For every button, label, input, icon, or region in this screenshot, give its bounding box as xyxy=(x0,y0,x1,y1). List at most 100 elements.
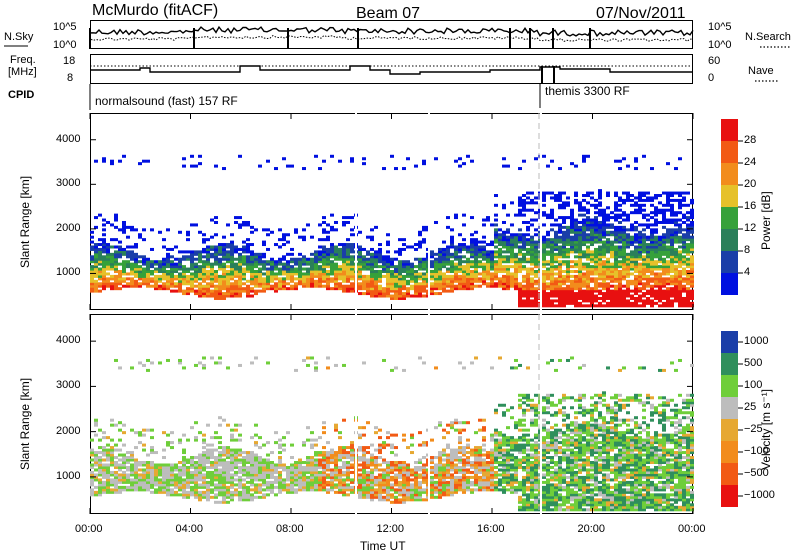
power-cell xyxy=(170,277,174,281)
power-cell xyxy=(666,282,670,286)
power-cell xyxy=(506,213,510,217)
freq-left-tick-top: 18 xyxy=(63,55,76,67)
power-cell xyxy=(562,279,566,283)
velocity-cell xyxy=(210,478,214,482)
power-cell xyxy=(386,255,390,259)
power-cell xyxy=(526,284,530,288)
velocity-cell xyxy=(330,468,334,472)
power-cell xyxy=(510,247,514,251)
velocity-cell xyxy=(362,488,366,492)
power-cell xyxy=(142,279,146,283)
power-cell xyxy=(590,220,594,224)
power-cell xyxy=(530,299,534,303)
power-cell xyxy=(102,267,106,271)
power-cell xyxy=(602,277,606,281)
power-cell xyxy=(574,292,578,296)
velocity-cell xyxy=(310,475,314,479)
power-cell xyxy=(618,245,622,249)
power-cell xyxy=(666,245,670,249)
power-cell xyxy=(378,274,382,278)
velocity-cell xyxy=(226,485,230,489)
velocity-cell xyxy=(234,493,238,497)
power-cell xyxy=(682,245,686,249)
power-cell xyxy=(462,243,466,247)
power-cell xyxy=(330,228,334,232)
power-cell xyxy=(282,272,286,276)
velocity-cell xyxy=(390,470,394,474)
power-cell xyxy=(638,238,642,242)
velocity-cell xyxy=(370,453,374,457)
power-cell xyxy=(542,270,546,274)
power-cell xyxy=(262,255,266,259)
power-cell xyxy=(614,233,618,237)
power-cell xyxy=(402,238,406,242)
power-cell xyxy=(614,284,618,288)
power-cell xyxy=(522,198,526,202)
power-cell xyxy=(370,257,374,261)
power-cell xyxy=(102,247,106,251)
velocity-cell xyxy=(390,483,394,487)
velocity-cell xyxy=(118,463,122,467)
power-cell xyxy=(662,243,666,247)
power-cell xyxy=(666,277,670,281)
power-cell xyxy=(342,250,346,254)
velocity-cell xyxy=(274,463,278,467)
power-cell xyxy=(522,267,526,271)
power-cell xyxy=(606,267,610,271)
power-cell xyxy=(650,198,654,202)
velocity-cell xyxy=(234,451,238,455)
velocity-cell xyxy=(90,480,94,484)
power-cell xyxy=(182,277,186,281)
power-cell xyxy=(626,245,630,249)
velocity-cell xyxy=(130,478,134,482)
power-cell xyxy=(466,245,470,249)
velocity-cell xyxy=(102,446,106,450)
velocity-cell xyxy=(158,485,162,489)
power-cell xyxy=(190,282,194,286)
power-cell xyxy=(630,203,634,207)
power-cell xyxy=(550,250,554,254)
power-cell xyxy=(682,220,686,224)
power-cell xyxy=(534,274,538,278)
power-cell xyxy=(686,274,690,278)
velocity-cell xyxy=(226,480,230,484)
velocity-cell xyxy=(350,443,354,447)
power-cell xyxy=(446,250,450,254)
velocity-cell xyxy=(218,490,222,494)
velocity-cell xyxy=(170,463,174,467)
velocity-cell xyxy=(382,485,386,489)
velocity-cell xyxy=(286,473,290,477)
power-cell xyxy=(246,238,250,242)
velocity-cell xyxy=(398,490,402,494)
power-cell xyxy=(522,213,526,217)
power-cell xyxy=(646,289,650,293)
power-cell xyxy=(338,243,342,247)
power-cell xyxy=(674,211,678,215)
power-cell xyxy=(338,270,342,274)
velocity-cell xyxy=(342,363,346,367)
power-cell xyxy=(122,279,126,283)
power-cell xyxy=(606,287,610,291)
velocity-cell xyxy=(254,433,258,437)
power-cell xyxy=(590,191,594,195)
power-cell xyxy=(650,230,654,234)
power-cell xyxy=(570,162,574,166)
power-cell xyxy=(630,272,634,276)
velocity-cell xyxy=(138,431,142,435)
velocity-cell xyxy=(294,461,298,464)
velocity-cell xyxy=(170,490,174,494)
power-cell xyxy=(594,255,598,259)
power-cell xyxy=(610,216,614,220)
power-cell xyxy=(114,245,118,249)
power-cell xyxy=(650,272,654,276)
power-cell xyxy=(522,257,526,261)
power-cell xyxy=(594,284,598,288)
power-cell xyxy=(378,287,382,291)
power-cell xyxy=(262,267,266,271)
velocity-cell xyxy=(398,465,402,469)
power-cell xyxy=(90,270,94,274)
power-cell xyxy=(614,159,618,163)
power-cell xyxy=(98,238,102,242)
power-cell xyxy=(554,238,558,242)
velocity-cell xyxy=(130,470,134,474)
